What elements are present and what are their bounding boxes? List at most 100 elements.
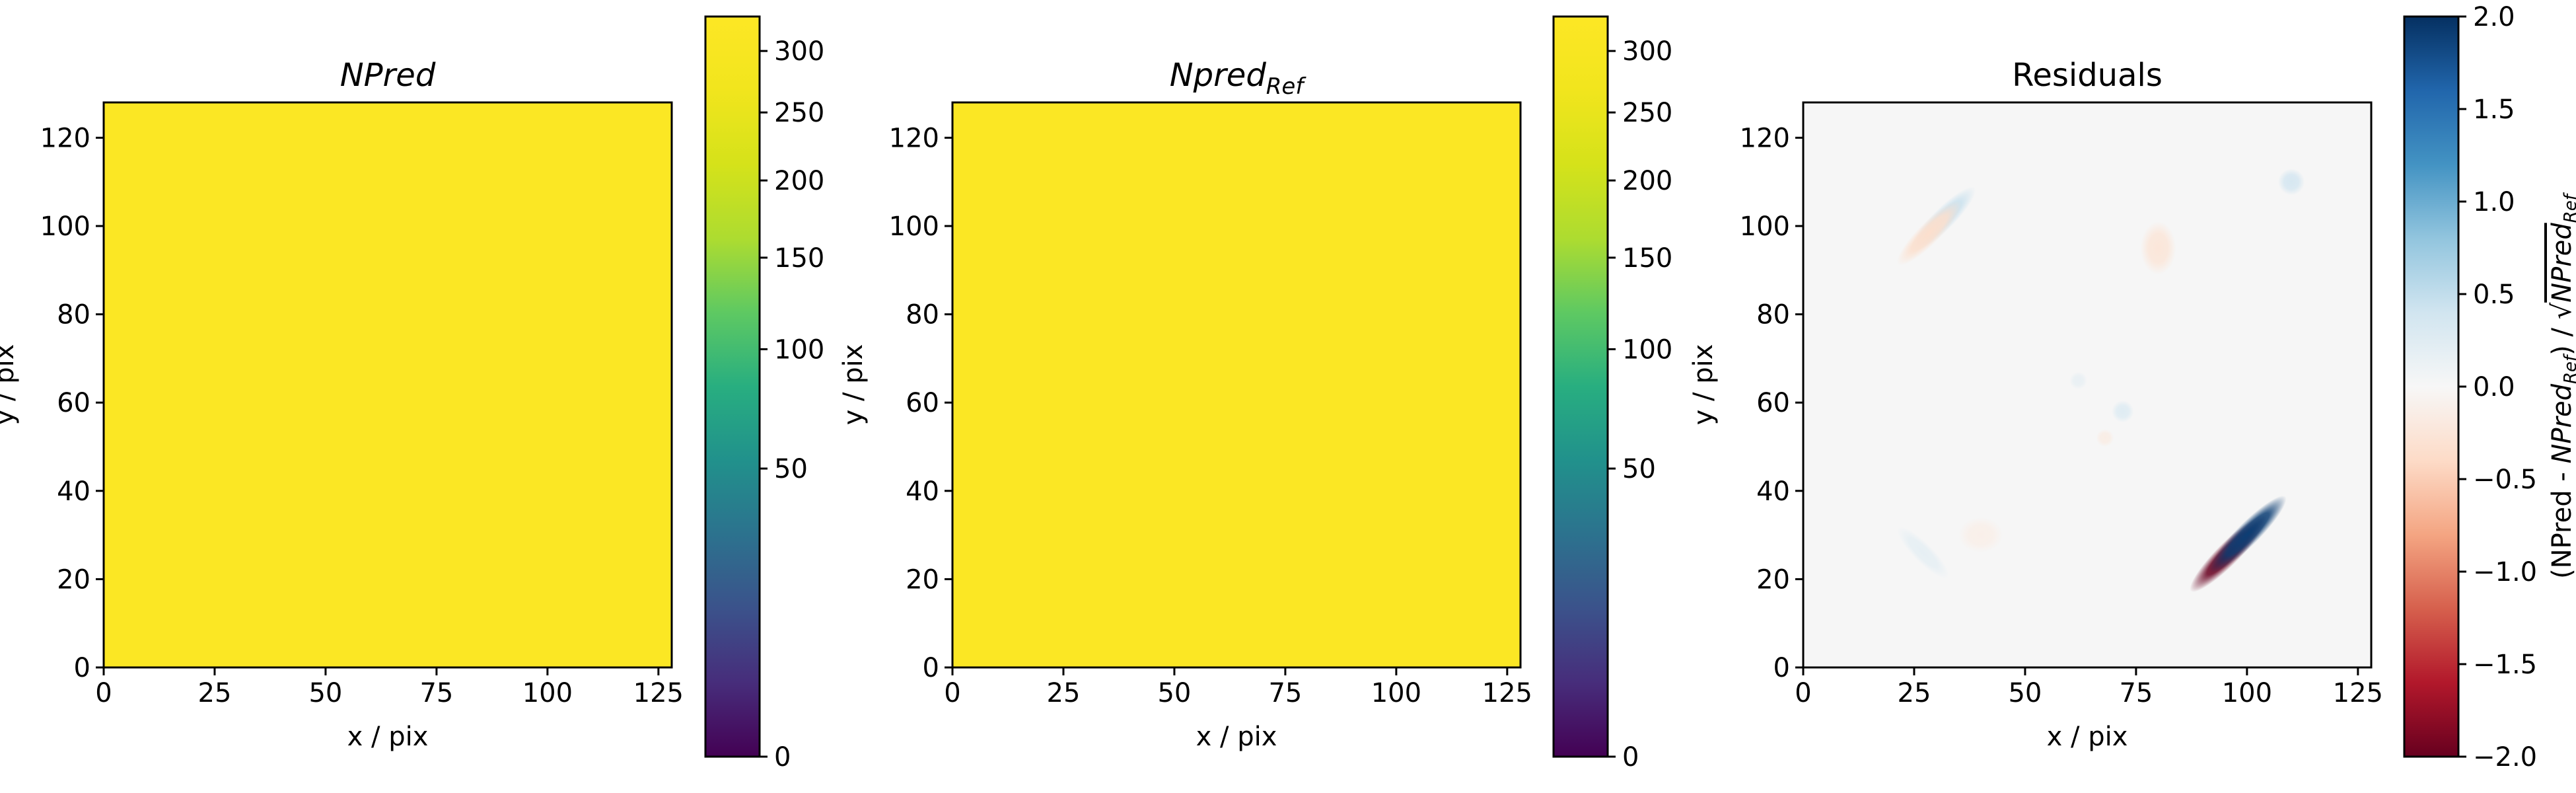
- residuals-colorbar-tick-label: −1.0: [2473, 557, 2537, 587]
- residual-feature: [2140, 221, 2176, 275]
- residuals-y-tick-label: 120: [1740, 123, 1790, 153]
- residual-feature: [2096, 429, 2114, 447]
- residual-feature: [1958, 517, 2003, 553]
- panel-npred-title: NPred: [340, 57, 436, 94]
- npred-x-tick-label: 125: [633, 678, 684, 708]
- npred-ref-title-main: Npred: [1170, 57, 1267, 94]
- npred-x-tick-label: 0: [95, 678, 112, 708]
- npred-ref-colorbar-tick-label: 250: [1622, 98, 1672, 128]
- npred-y-tick-label: 80: [57, 300, 90, 330]
- npred-ref-y-tick-label: 80: [906, 300, 939, 330]
- residuals-colorbar-tick-label: −2.0: [2473, 742, 2537, 773]
- npred-colorbar-tick-label: 50: [774, 454, 808, 484]
- npred-x-label: x / pix: [347, 722, 429, 752]
- npred-ref-colorbar-tick-label: 50: [1622, 454, 1656, 484]
- cb-label-f: Ref: [2561, 192, 2576, 223]
- npred-colorbar-ticks: 0 50 100 150 200 250 300: [760, 36, 824, 773]
- panel-residuals-title: Residuals: [2012, 57, 2163, 94]
- npred-ref-x-tick-label: 50: [1157, 678, 1191, 708]
- npred-colorbar-tick-label: 300: [774, 36, 824, 67]
- residual-feature: [2277, 169, 2305, 196]
- npred-ref-colorbar-tick-label: 150: [1622, 243, 1672, 274]
- residual-feature: [2209, 495, 2287, 573]
- npred-x-tick-label: 25: [198, 678, 232, 708]
- residuals-colorbar-tick-label: −0.5: [2473, 465, 2537, 495]
- residuals-x-tick-label: 75: [2119, 678, 2153, 708]
- npred-y-tick-label: 100: [40, 211, 90, 242]
- npred-ref-y-tick-label: 100: [889, 211, 939, 242]
- residuals-colorbar-tick-label: 0.0: [2473, 372, 2515, 402]
- npred-x-axis: 0 25 50 75 100 125: [95, 667, 684, 708]
- residuals-x-tick-label: 0: [1795, 678, 1811, 708]
- npred-ref-x-tick-label: 0: [944, 678, 960, 708]
- cb-label-b: NPred: [2547, 383, 2576, 463]
- npred-frame: [102, 101, 673, 669]
- npred-colorbar-tick-label: 250: [774, 98, 824, 128]
- npred-ref-y-tick-label: 0: [923, 653, 939, 683]
- cb-label-a: (NPred -: [2547, 464, 2576, 579]
- npred-y-tick-label: 0: [74, 653, 90, 683]
- npred-y-tick-label: 40: [57, 476, 90, 507]
- residuals-x-tick-label: 125: [2333, 678, 2383, 708]
- residuals-x-axis: 0 25 50 75 100 125: [1795, 667, 2383, 708]
- npred-ref-y-tick-label: 40: [906, 476, 939, 507]
- npred-colorbar-tick-label: 0: [774, 742, 791, 773]
- npred-colorbar-tick-label: 100: [774, 334, 824, 365]
- residuals-colorbar: [2404, 17, 2458, 757]
- npred-y-label: y / pix: [0, 344, 20, 426]
- residuals-x-tick-label: 50: [2008, 678, 2042, 708]
- cb-label-c: Ref: [2561, 353, 2576, 384]
- npred-ref-x-label: x / pix: [1196, 722, 1277, 752]
- npred-ref-x-tick-label: 125: [1482, 678, 1532, 708]
- residuals-x-tick-label: 100: [2222, 678, 2272, 708]
- npred-ref-colorbar: [1554, 17, 1608, 757]
- npred-ref-colorbar-frame: [1552, 15, 1609, 758]
- residuals-colorbar-ticks: −2.0 −1.5 −1.0 −0.5 0.0 0.5 1.0 1.5 2.0: [2458, 2, 2537, 773]
- cb-label-d: ) / √: [2547, 302, 2576, 356]
- residuals-x-tick-label: 25: [1898, 678, 1931, 708]
- npred-ref-y-axis: 0 20 40 60 80 100 120: [889, 123, 952, 683]
- residual-feature: [2069, 371, 2087, 390]
- npred-ref-x-tick-label: 75: [1268, 678, 1302, 708]
- residual-feature: [2111, 400, 2134, 423]
- npred-ref-x-tick-label: 25: [1047, 678, 1081, 708]
- npred-ref-y-tick-label: 20: [906, 564, 939, 595]
- residuals-colorbar-tick-label: 1.0: [2473, 187, 2515, 217]
- npred-y-tick-label: 60: [57, 388, 90, 418]
- npred-x-tick-label: 75: [419, 678, 453, 708]
- residuals-y-tick-label: 20: [1756, 564, 1790, 595]
- npred-colorbar: [705, 17, 760, 757]
- npred-y-tick-label: 120: [40, 123, 90, 153]
- residuals-colorbar-label: (NPred - NPredRef) / √NPredRef: [2547, 192, 2576, 579]
- npred-ref-colorbar-tick-label: 0: [1622, 742, 1639, 773]
- residuals-y-tick-label: 80: [1756, 300, 1790, 330]
- npred-ref-y-tick-label: 60: [906, 388, 939, 418]
- cb-label-e: NPred: [2547, 223, 2576, 303]
- npred-ref-colorbar-tick-label: 100: [1622, 334, 1672, 365]
- npred-y-axis: 0 20 40 60 80 100 120: [40, 123, 104, 683]
- residuals-colorbar-tick-label: 1.5: [2473, 94, 2515, 125]
- panel-residuals: Residuals 0 25 50 75 100 125 020406080100120 …: [1688, 2, 2576, 773]
- residuals-colorbar-tick-label: −1.5: [2473, 650, 2537, 680]
- npred-ref-frame: [951, 101, 1522, 669]
- residuals-y-axis: 0 20 40 60 80 100 120: [1740, 123, 1803, 683]
- panel-npred: NPred 0 25 50 75 100 125 0 20 40 60 80 100 120 x / …: [0, 15, 824, 773]
- residuals-y-tick-label: 40: [1756, 476, 1790, 507]
- npred-ref-colorbar-tick-label: 200: [1622, 166, 1672, 196]
- residual-feature: [1896, 200, 1962, 266]
- npred-x-tick-label: 50: [308, 678, 342, 708]
- npred-ref-x-tick-label: 100: [1371, 678, 1421, 708]
- residuals-y-label: y / pix: [1688, 344, 1719, 426]
- npred-ref-colorbar-ticks: 0 50 100 150 200 250 300: [1608, 36, 1672, 773]
- residuals-x-label: x / pix: [2047, 722, 2128, 752]
- npred-ref-x-axis: 0 25 50 75 100 125: [944, 667, 1532, 708]
- npred-colorbar-tick-label: 150: [774, 243, 824, 274]
- npred-colorbar-frame: [704, 15, 761, 758]
- residuals-features: [1896, 169, 2305, 592]
- npred-ref-heatmap: [952, 102, 1521, 667]
- residuals-y-tick-label: 60: [1756, 388, 1790, 418]
- npred-y-tick-label: 20: [57, 564, 90, 595]
- panel-npred-ref: NpredRef 0 25 50 75 100 125 0 20 40 60 80 100 120 x…: [838, 15, 1672, 773]
- npred-ref-title-subscript: Ref: [1266, 73, 1307, 100]
